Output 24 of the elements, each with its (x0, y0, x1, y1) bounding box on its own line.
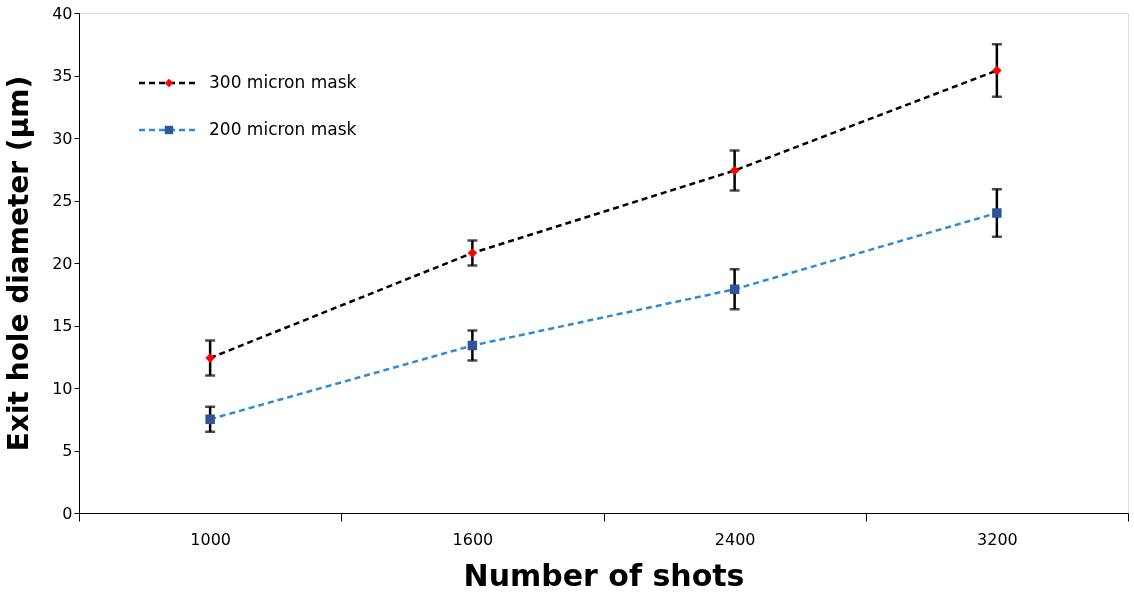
x-tick-label: 1600 (452, 529, 494, 549)
y-axis-title: Exit hole diameter (µm) (2, 75, 36, 452)
x-tick-label: 1000 (190, 529, 231, 549)
point (992, 65, 1002, 76)
point (205, 414, 215, 424)
y-tick-label: 15 (52, 316, 73, 335)
x-tick-label: 3200 (977, 529, 1018, 549)
point (467, 340, 478, 351)
y-tick-label: 40 (52, 3, 73, 23)
y-tick-label: 35 (52, 66, 73, 85)
point (467, 248, 478, 258)
y-tick-label: 25 (52, 191, 73, 210)
y-tick-label: 5 (62, 441, 73, 460)
point (992, 208, 1002, 218)
legend-label: 200 micron mask (209, 119, 357, 139)
y-tick-label: 20 (52, 253, 73, 273)
x-axis-title: Number of shots (463, 557, 745, 593)
x-tick-label: 2400 (714, 529, 756, 549)
legend-label: 300 micron mask (209, 72, 357, 92)
y-tick-label: 30 (52, 128, 73, 148)
y-tick-label: 10 (52, 378, 73, 398)
point (729, 165, 740, 176)
y-tick-label: 0 (62, 503, 73, 523)
point (729, 284, 740, 294)
